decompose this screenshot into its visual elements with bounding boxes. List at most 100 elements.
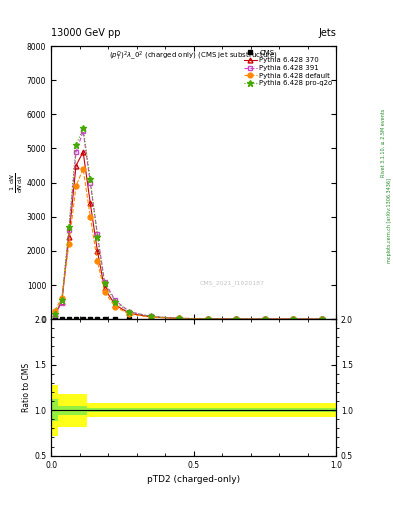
Pythia 6.428 default [149,314,153,320]
Pythia 6.428 370 [206,316,210,322]
Pythia 6.428 default [102,289,107,295]
Pythia 6.428 pro-q2o [113,299,118,305]
CMS [149,316,153,322]
Line: Pythia 6.428 391: Pythia 6.428 391 [52,129,324,322]
Pythia 6.428 default [95,258,100,264]
Pythia 6.428 default [113,304,118,310]
Pythia 6.428 391 [66,227,71,233]
Text: 13000 GeV pp: 13000 GeV pp [51,28,121,38]
CMS [95,316,100,322]
Pythia 6.428 pro-q2o [52,311,57,317]
Pythia 6.428 391 [234,316,239,322]
Pythia 6.428 391 [206,316,210,322]
Pythia 6.428 pro-q2o [127,309,132,315]
Pythia 6.428 pro-q2o [66,224,71,230]
CMS [177,316,182,322]
Pythia 6.428 default [234,316,239,322]
Pythia 6.428 pro-q2o [95,234,100,240]
Pythia 6.428 370 [88,200,93,206]
Pythia 6.428 370 [73,162,78,168]
Pythia 6.428 391 [263,316,267,322]
Pythia 6.428 370 [320,316,324,322]
Pythia 6.428 391 [102,279,107,285]
Pythia 6.428 391 [127,309,132,315]
Pythia 6.428 default [66,241,71,247]
Pythia 6.428 370 [102,285,107,291]
Text: Rivet 3.1.10, ≥ 2.5M events: Rivet 3.1.10, ≥ 2.5M events [381,109,386,178]
Pythia 6.428 pro-q2o [177,315,182,322]
Pythia 6.428 pro-q2o [206,316,210,322]
Pythia 6.428 pro-q2o [81,125,86,131]
Pythia 6.428 pro-q2o [88,176,93,182]
CMS [113,316,118,322]
Pythia 6.428 391 [81,129,86,135]
CMS [291,316,296,322]
Pythia 6.428 370 [263,316,267,322]
Pythia 6.428 370 [81,149,86,155]
Pythia 6.428 default [177,315,182,322]
Pythia 6.428 391 [291,316,296,322]
Pythia 6.428 pro-q2o [102,280,107,286]
Pythia 6.428 pro-q2o [59,297,64,303]
Pythia 6.428 370 [149,314,153,320]
Pythia 6.428 391 [113,297,118,304]
Pythia 6.428 pro-q2o [291,316,296,322]
Pythia 6.428 370 [66,234,71,240]
Pythia 6.428 pro-q2o [320,316,324,322]
Y-axis label: Ratio to CMS: Ratio to CMS [22,363,31,412]
Pythia 6.428 default [73,183,78,189]
CMS [59,316,64,322]
Text: $(p_T^D)^2\lambda\_0^2$ (charged only) (CMS jet substructure): $(p_T^D)^2\lambda\_0^2$ (charged only) (… [109,50,278,63]
CMS [81,316,86,322]
Pythia 6.428 370 [177,315,182,322]
Pythia 6.428 pro-q2o [234,316,239,322]
Pythia 6.428 391 [95,231,100,237]
Pythia 6.428 default [59,295,64,301]
CMS [263,316,267,322]
Pythia 6.428 391 [73,149,78,155]
CMS [206,316,210,322]
CMS [234,316,239,322]
Pythia 6.428 pro-q2o [263,316,267,322]
Pythia 6.428 391 [59,300,64,306]
Pythia 6.428 default [263,316,267,322]
Line: Pythia 6.428 pro-q2o: Pythia 6.428 pro-q2o [51,125,325,322]
Legend: CMS, Pythia 6.428 370, Pythia 6.428 391, Pythia 6.428 default, Pythia 6.428 pro-: CMS, Pythia 6.428 370, Pythia 6.428 391,… [242,48,334,88]
CMS [73,316,78,322]
Pythia 6.428 391 [149,313,153,319]
Pythia 6.428 370 [52,311,57,317]
Text: CMS_2021_I1920187: CMS_2021_I1920187 [199,281,264,286]
Pythia 6.428 391 [88,180,93,186]
Line: CMS: CMS [52,317,324,322]
Pythia 6.428 370 [234,316,239,322]
Pythia 6.428 370 [59,299,64,305]
Pythia 6.428 default [291,316,296,322]
Pythia 6.428 370 [113,302,118,308]
Pythia 6.428 370 [291,316,296,322]
Pythia 6.428 370 [127,310,132,316]
Pythia 6.428 default [206,316,210,322]
CMS [66,316,71,322]
CMS [102,316,107,322]
Pythia 6.428 391 [52,312,57,318]
X-axis label: pTD2 (charged-only): pTD2 (charged-only) [147,475,240,484]
Pythia 6.428 default [52,308,57,314]
Line: Pythia 6.428 default: Pythia 6.428 default [52,166,324,322]
Pythia 6.428 default [320,316,324,322]
Line: Pythia 6.428 370: Pythia 6.428 370 [52,150,324,322]
Pythia 6.428 default [81,166,86,172]
Text: Jets: Jets [318,28,336,38]
Y-axis label: $\frac{1}{\mathrm{d}N}\frac{\mathrm{d}N}{\mathrm{d}\lambda}$: $\frac{1}{\mathrm{d}N}\frac{\mathrm{d}N}… [9,173,25,193]
CMS [88,316,93,322]
CMS [320,316,324,322]
Pythia 6.428 default [88,214,93,220]
Pythia 6.428 pro-q2o [149,313,153,319]
CMS [127,316,132,322]
CMS [52,316,57,322]
Text: mcplots.cern.ch [arXiv:1306.3436]: mcplots.cern.ch [arXiv:1306.3436] [387,178,391,263]
Pythia 6.428 391 [177,315,182,321]
Pythia 6.428 370 [95,248,100,254]
Pythia 6.428 default [127,311,132,317]
Pythia 6.428 391 [320,316,324,322]
Pythia 6.428 pro-q2o [73,142,78,148]
